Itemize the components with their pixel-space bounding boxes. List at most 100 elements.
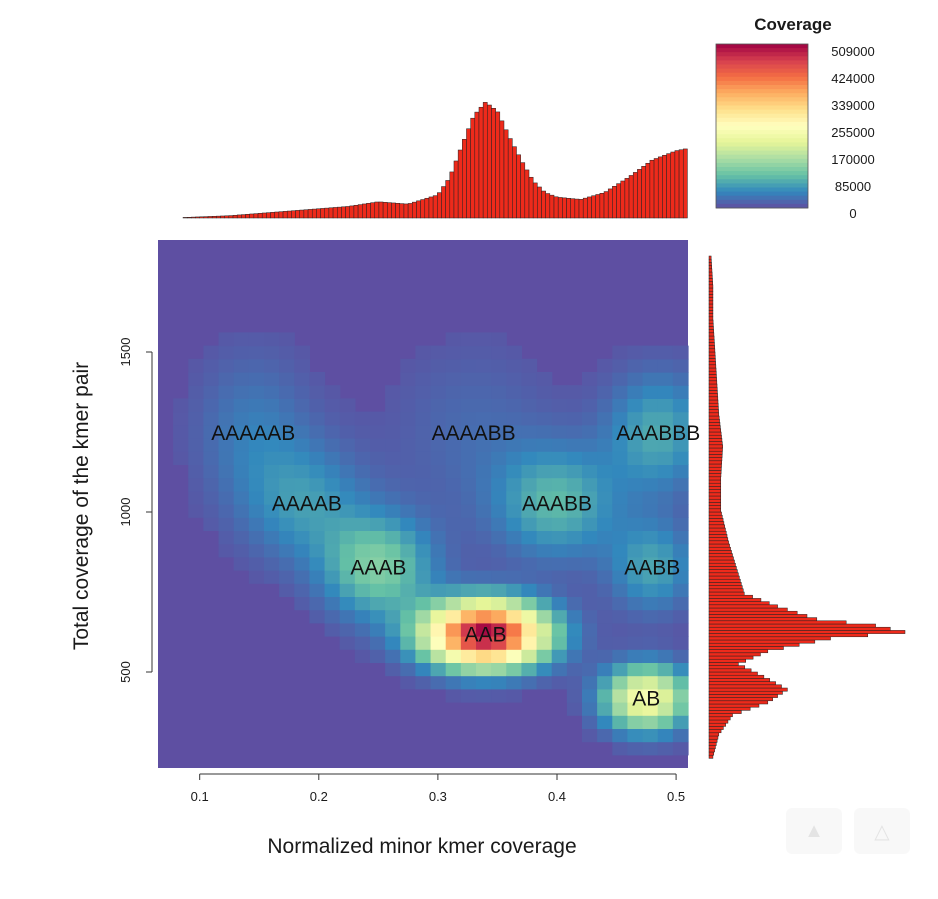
- right-histogram-bar: [708, 303, 714, 308]
- top-histogram-bar: [257, 213, 263, 219]
- top-histogram-bar: [591, 195, 596, 219]
- top-histogram-bar: [491, 108, 496, 219]
- heatmap-cell: [521, 556, 538, 571]
- top-histogram-bar: [253, 213, 259, 219]
- heatmap-cell: [460, 622, 477, 637]
- heatmap-cell: [339, 477, 356, 492]
- heatmap-cell: [657, 688, 674, 703]
- heatmap-cell: [294, 504, 311, 518]
- heatmap-cell: [445, 398, 462, 413]
- heatmap-cell: [672, 345, 689, 360]
- legend-swatch: [716, 162, 808, 168]
- top-histogram-bar: [320, 208, 325, 219]
- heatmap-cell: [385, 464, 401, 479]
- heatmap-cell: [476, 688, 492, 703]
- heatmap-cell: [385, 609, 401, 624]
- heatmap-cell: [294, 385, 311, 399]
- heatmap-cell: [460, 424, 477, 439]
- heatmap-cell: [354, 570, 371, 584]
- heatmap-cell: [279, 543, 295, 558]
- legend-swatch: [716, 130, 808, 135]
- heatmap-cell: [642, 372, 659, 386]
- heatmap-cell: [248, 517, 265, 531]
- heatmap-cell: [597, 583, 613, 597]
- heatmap-cell: [657, 649, 674, 663]
- heatmap-cell: [188, 438, 205, 452]
- heatmap-cell: [642, 622, 659, 637]
- heatmap-cell: [642, 741, 659, 756]
- heatmap-cell: [294, 556, 311, 571]
- heatmap-cell: [233, 372, 250, 386]
- heatmap-cell: [248, 372, 265, 386]
- top-histogram-bar: [270, 212, 275, 219]
- heatmap-cell: [642, 385, 659, 399]
- image-icon: ▲: [804, 819, 824, 842]
- heatmap-cell: [218, 398, 235, 413]
- y-tick-label: 1500: [118, 338, 133, 367]
- heatmap-cell: [476, 622, 492, 637]
- heatmap-cell: [672, 622, 689, 637]
- heatmap-cell: [476, 385, 492, 399]
- right-histogram-bar: [708, 434, 722, 439]
- heatmap-cell: [491, 649, 507, 663]
- heatmap-cell: [672, 583, 689, 597]
- watermark-image-button[interactable]: ▲: [786, 808, 842, 854]
- right-histogram-bar: [708, 703, 760, 708]
- heatmap-cell: [642, 530, 659, 545]
- heatmap-cell: [536, 556, 553, 571]
- heatmap-cell: [657, 345, 674, 360]
- top-histogram-bar: [632, 172, 638, 219]
- heatmap-cell: [354, 596, 371, 611]
- heatmap-cell: [400, 596, 417, 611]
- heatmap-cell: [657, 570, 674, 584]
- top-histogram-bar: [549, 194, 555, 219]
- heatmap-cell: [491, 358, 507, 373]
- heatmap-cell: [400, 649, 417, 663]
- right-histogram-bar: [708, 383, 718, 388]
- heatmap-cell: [642, 649, 659, 663]
- heatmap-cell: [551, 530, 568, 545]
- top-histogram-bar: [245, 214, 250, 219]
- heatmap-cell: [400, 662, 417, 677]
- heatmap-cell: [521, 530, 538, 545]
- heatmap-cell: [188, 477, 205, 492]
- top-histogram-bar: [499, 120, 505, 219]
- top-histogram-bar: [612, 186, 617, 219]
- right-histogram-bar: [708, 562, 736, 567]
- right-histogram-bar: [708, 687, 788, 692]
- right-histogram-bar: [708, 300, 714, 305]
- heatmap-cell: [521, 358, 538, 373]
- heatmap-cell: [339, 451, 356, 465]
- heatmap-cell: [642, 702, 659, 716]
- heatmap-cell: [354, 490, 371, 505]
- heatmap-cell: [597, 438, 613, 452]
- heatmap-cell: [173, 438, 189, 452]
- right-histogram-bar: [708, 281, 713, 286]
- heatmap-cell: [203, 372, 220, 386]
- heatmap-cell: [642, 345, 659, 360]
- heatmap-cell: [339, 543, 356, 558]
- top-histogram-bar: [520, 162, 526, 219]
- heatmap-cell: [309, 464, 326, 479]
- heatmap-cell: [264, 451, 280, 465]
- heatmap-cell: [566, 504, 583, 518]
- heatmap-cell: [430, 662, 447, 677]
- heatmap-cell: [370, 464, 386, 479]
- right-histogram-bar: [708, 422, 721, 426]
- legend-swatch: [716, 199, 808, 205]
- top-histogram-bar: [587, 196, 592, 219]
- heatmap-cell: [506, 583, 523, 597]
- heatmap-cell: [279, 583, 295, 597]
- right-histogram-bar: [708, 620, 847, 625]
- heatmap-cell: [324, 609, 341, 624]
- top-histogram-bar: [574, 198, 580, 219]
- right-histogram-bar: [708, 409, 719, 414]
- heatmap-cell: [672, 424, 689, 439]
- watermark-warning-button[interactable]: △: [854, 808, 910, 854]
- heatmap-cell: [385, 662, 401, 677]
- heatmap-cell: [370, 556, 386, 571]
- heatmap-cell: [385, 543, 401, 558]
- heatmap-cell: [657, 411, 674, 426]
- heatmap-cell: [309, 517, 326, 531]
- heatmap-cell: [627, 385, 644, 399]
